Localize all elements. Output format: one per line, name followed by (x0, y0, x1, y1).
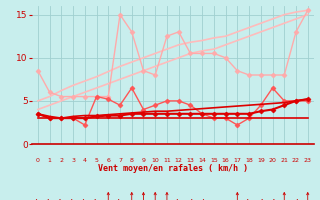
X-axis label: Vent moyen/en rafales ( km/h ): Vent moyen/en rafales ( km/h ) (98, 164, 248, 173)
